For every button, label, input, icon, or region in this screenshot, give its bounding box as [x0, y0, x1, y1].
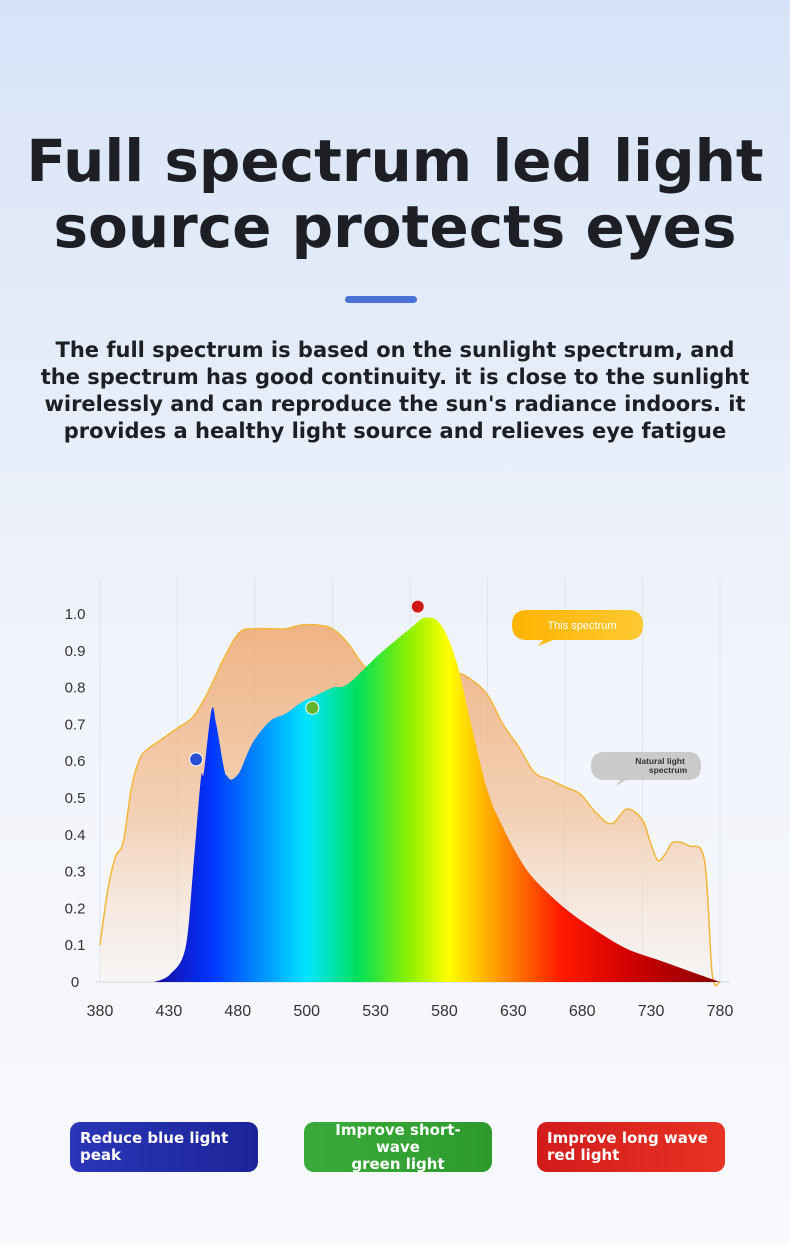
y-axis-labels: 0 0.1 0.2 0.3 0.4 0.5 0.6 0.7 0.8 0.9 1.0	[65, 606, 86, 991]
x-tick-label: 780	[707, 1003, 734, 1020]
page-title: Full spectrum led light source protects …	[0, 128, 790, 260]
natural-light-callout: Natural light spectrum	[591, 752, 701, 786]
title-line-2: source protects eyes	[53, 193, 737, 261]
x-axis-labels: 380 430 480 500 530 580 630 680 730 780	[87, 1003, 734, 1020]
description: The full spectrum is based on the sunlig…	[10, 337, 780, 445]
title-accent-bar	[345, 296, 417, 303]
pill-blue-line-2: peak	[80, 1146, 122, 1164]
peak-marker	[410, 599, 425, 614]
chart-markers	[189, 599, 425, 767]
x-tick-label: 530	[362, 1003, 389, 1020]
x-tick-label: 730	[638, 1003, 665, 1020]
pill-red-line-2: red light	[547, 1146, 620, 1164]
x-tick-label: 500	[293, 1003, 320, 1020]
pill-red-line-1: Improve long wave	[547, 1129, 708, 1147]
spectrum-chart: 0 0.1 0.2 0.3 0.4 0.5 0.6 0.7 0.8 0.9 1.0 380 430 48…	[65, 578, 734, 1020]
improve-green-light-badge: Improve short-wave green light	[304, 1120, 492, 1173]
pill-green-line-1: Improve short-wave	[335, 1120, 461, 1156]
title-line-1: Full spectrum led light	[26, 127, 764, 195]
y-tick-label: 0.1	[65, 937, 86, 954]
x-tick-label: 380	[87, 1003, 114, 1020]
x-tick-label: 580	[431, 1003, 458, 1020]
peak-marker	[305, 700, 320, 715]
y-tick-label: 0.2	[65, 900, 86, 917]
y-tick-label: 0.9	[65, 643, 86, 660]
reduce-blue-light-badge: Reduce blue light peak	[70, 1122, 258, 1172]
x-tick-label: 480	[224, 1003, 251, 1020]
pill-green-line-2: green light	[351, 1154, 445, 1173]
y-tick-label: 0.8	[65, 680, 86, 697]
natural-light-label-1: Natural light	[635, 756, 685, 766]
description-line-4: provides a healthy light source and reli…	[63, 419, 727, 443]
description-line-2: the spectrum has good continuity. it is …	[40, 365, 750, 389]
x-tick-label: 630	[500, 1003, 527, 1020]
description-line-3: wirelessly and can reproduce the sun's r…	[44, 392, 746, 416]
this-spectrum-callout: This spectrum	[512, 610, 643, 646]
peak-marker	[189, 752, 204, 767]
pill-blue-line-1: Reduce blue light	[80, 1129, 229, 1147]
y-tick-label: 0.7	[65, 716, 86, 733]
y-tick-label: 0.6	[65, 753, 86, 770]
this-spectrum-layer	[154, 617, 720, 982]
natural-light-label-2: spectrum	[649, 765, 688, 775]
description-line-1: The full spectrum is based on the sunlig…	[55, 338, 735, 362]
y-tick-label: 1.0	[65, 606, 86, 623]
this-spectrum-area	[154, 617, 720, 982]
y-tick-label: 0.3	[65, 864, 86, 881]
y-tick-label: 0.5	[65, 790, 86, 807]
improve-red-light-badge: Improve long wave red light	[537, 1122, 725, 1172]
y-tick-label: 0	[71, 974, 79, 991]
x-tick-label: 680	[569, 1003, 596, 1020]
this-spectrum-label: This spectrum	[547, 620, 616, 632]
x-tick-label: 430	[156, 1003, 183, 1020]
y-tick-label: 0.4	[65, 827, 86, 844]
